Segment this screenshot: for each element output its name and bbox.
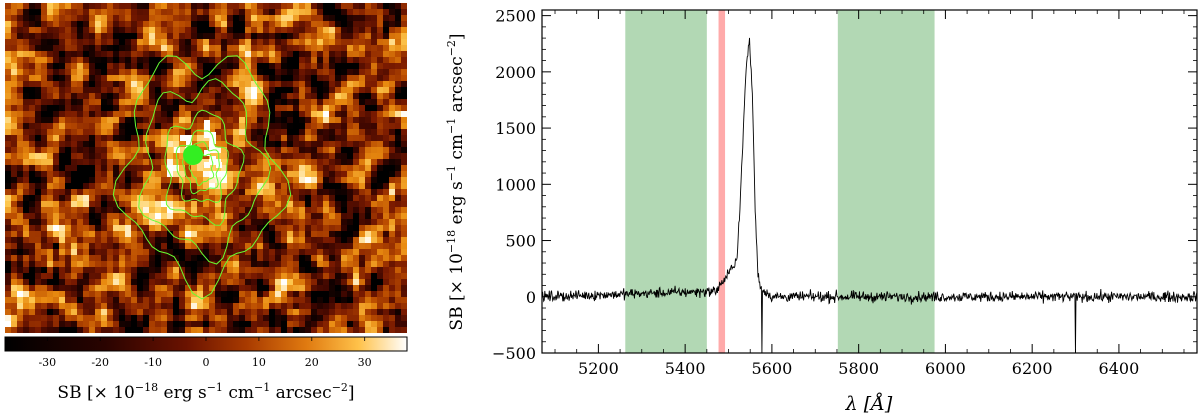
x-axis-label: λ [Å] (845, 393, 893, 415)
y-tick-label: −500 (492, 344, 536, 363)
x-tick-label: 6000 (925, 359, 966, 378)
contour-line (112, 55, 292, 300)
y-axis-label: SB [× 10−18 erg s−1 cm−1 arcsec−2] (445, 33, 467, 330)
x-tick-label: 5800 (838, 359, 879, 378)
y-tick-label: 2500 (495, 7, 536, 26)
shaded-regions (625, 10, 935, 353)
contour-line (164, 109, 245, 226)
colorbar-tick-label: 30 (358, 356, 372, 369)
contour-line (175, 129, 229, 204)
spectrum-line (542, 37, 1197, 353)
y-tick-label: 2000 (495, 63, 536, 82)
colorbar-tick-label: -30 (38, 356, 56, 369)
y-tick-label: 500 (505, 232, 536, 251)
spectrum-chart: 5200 5400 5600 5800 6000 6200 6400 −500 0 500 100… (445, 7, 1198, 415)
source-marker (183, 145, 203, 165)
contour-line (182, 141, 220, 195)
colorbar: -30 -20 -10 0 10 20 30 SB [× 10−18 erg s−1 cm−… (4, 336, 408, 403)
colorbar-label: SB [× 10−18 erg s−1 cm−1 arcsec−2] (57, 381, 354, 403)
x-axis: 5200 5400 5600 5800 6000 6200 6400 (554, 10, 1185, 378)
colorbar-tick-label: 10 (252, 356, 266, 369)
map-pixel-layer (5, 3, 407, 333)
colorbar-tick-label: 0 (203, 356, 210, 369)
y-axis: −500 0 500 1000 1500 2000 2500 (492, 7, 1197, 363)
colorbar-ticks: -30 -20 -10 0 10 20 30 (38, 337, 372, 369)
contour-layer (112, 55, 292, 300)
x-tick-label: 5600 (752, 359, 793, 378)
shaded-region (837, 10, 935, 353)
colorbar-tick-label: 20 (305, 356, 319, 369)
plot-frame (541, 9, 1198, 354)
x-tick-label: 5400 (665, 359, 706, 378)
x-tick-label: 5200 (578, 359, 619, 378)
surface-brightness-map (5, 3, 407, 333)
colorbar-tick-label: -20 (91, 356, 109, 369)
x-tick-label: 6400 (1099, 359, 1140, 378)
y-tick-label: 0 (526, 288, 536, 307)
shaded-region (718, 10, 726, 353)
shaded-region (625, 10, 707, 353)
contour-line (138, 78, 272, 265)
colorbar-tick-label: -10 (144, 356, 162, 369)
y-tick-label: 1000 (495, 175, 536, 194)
contour-line (188, 150, 215, 187)
x-tick-label: 6200 (1012, 359, 1053, 378)
y-tick-label: 1500 (495, 119, 536, 138)
